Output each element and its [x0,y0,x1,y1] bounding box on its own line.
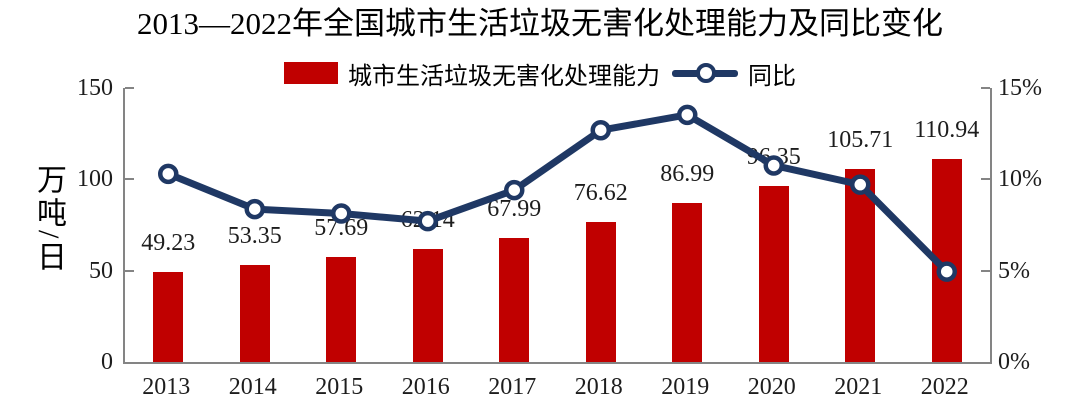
chart-title: 2013—2022年全国城市生活垃圾无害化处理能力及同比变化 [137,6,943,41]
bar-data-label: 53.35 [227,222,282,249]
left-axis-tick-label: 50 [89,257,113,284]
x-axis-label: 2013 [142,374,191,400]
bar-data-label: 96.35 [746,144,801,171]
x-axis-label: 2020 [747,374,796,400]
bar-2020 [758,186,789,362]
bar-data-label: 110.94 [914,117,980,144]
right-axis-tick-label: 5% [998,257,1030,284]
plot-area: 49.23 53.35 57.69 62.14 67.99 76.62 86.99 96.35… [123,87,992,364]
left-axis-tick-label: 150 [77,75,113,101]
bar-series-swatch-icon [284,62,338,84]
bar-2021 [845,168,876,362]
right-axis-tick-label: 15% [998,75,1042,101]
bar-data-label: 49.23 [141,230,196,257]
bar-data-label: 76.62 [573,180,628,207]
right-axis-tick-mark [981,269,990,272]
line-marker-2018 [590,119,611,141]
x-axis-label: 2017 [488,374,537,400]
left-axis-title: 万吨/日 [32,164,65,275]
line-marker-2013 [158,163,179,185]
left-axis-tick-label: 100 [77,166,113,193]
right-axis-tick-mark [981,178,990,181]
legend-item-line-series: 同比 [660,56,796,91]
right-axis-tick-label: 10% [998,166,1042,193]
bar-2014 [239,264,270,362]
bar-2013 [153,272,184,362]
bar-2018 [585,222,616,362]
chart-legend: 城市生活垃圾无害化处理能力 同比 [0,56,1080,91]
line-series-marker-icon [672,62,738,84]
x-axis-label: 2016 [401,374,450,400]
bar-2022 [931,159,962,362]
bar-2015 [326,256,357,362]
bar-data-label: 57.69 [314,214,369,241]
x-axis-label: 2022 [920,374,969,400]
left-axis-tick-mark [125,178,134,181]
x-axis-label: 2015 [315,374,364,400]
left-axis-tick-label: 0 [101,349,113,375]
line-marker-2019 [677,104,698,126]
bar-2016 [412,248,443,362]
left-axis-tick-mark [125,269,134,272]
right-axis-tick-label: 0% [998,349,1030,375]
legend-line-dot [696,63,716,83]
x-axis-label: 2014 [228,374,277,400]
x-axis-label: 2018 [574,374,623,400]
line-marker-2014 [244,198,265,220]
bar-2019 [672,203,703,362]
bar-data-label: 86.99 [660,161,715,188]
legend-item-bar-series: 城市生活垃圾无害化处理能力 [284,56,660,91]
bar-data-label: 105.71 [827,126,894,153]
right-axis-tick-mark [981,87,990,89]
bar-data-label: 62.14 [400,206,455,233]
bar-data-label: 67.99 [487,195,542,222]
legend-line-series-label: 同比 [748,63,796,90]
x-axis-label: 2021 [834,374,883,400]
legend-bar-series-label: 城市生活垃圾无害化处理能力 [348,63,660,90]
x-axis-label: 2019 [661,374,710,400]
bar-2017 [499,237,530,362]
left-axis-tick-mark [125,87,134,89]
